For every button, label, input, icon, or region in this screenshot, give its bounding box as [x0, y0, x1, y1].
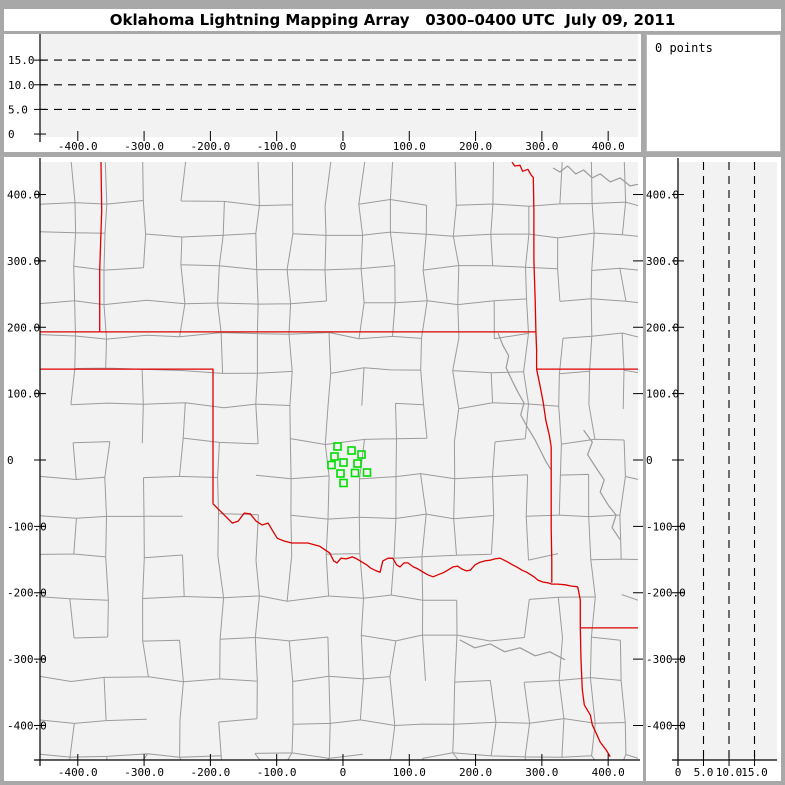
- tick-label: -100.0: [257, 766, 297, 779]
- tick-label: 0: [8, 128, 15, 141]
- tick-label: 0: [646, 454, 653, 467]
- lma-station-marker: [350, 468, 360, 478]
- tick-label: -200.0: [191, 766, 231, 779]
- tick-label: 200.0: [7, 321, 40, 334]
- county-lines: [40, 162, 638, 760]
- tick-label: -400.0: [646, 719, 686, 732]
- tick-label: -400.0: [7, 719, 47, 732]
- tick-label: -400.0: [58, 766, 98, 779]
- lma-station-marker: [327, 460, 336, 470]
- tick-label: 400.0: [592, 766, 625, 779]
- axes: 15.010.05.00-400.0 -300.0 -200.0 -100.0 0 100…: [7, 34, 777, 779]
- tick-label: -200.0: [646, 587, 686, 600]
- tick-label: 300.0: [525, 766, 558, 779]
- lma-station-marker: [347, 446, 356, 455]
- lma-station-marker: [357, 450, 366, 459]
- tick-label: 10.0: [716, 766, 743, 779]
- lma-station-marker: [339, 478, 348, 488]
- map-plot-area[interactable]: [40, 162, 638, 760]
- tick-label: 400.0: [7, 189, 40, 202]
- tick-label: 300.0: [525, 140, 558, 153]
- lma-station-marker: [330, 452, 339, 461]
- tick-label: -300.0: [646, 653, 686, 666]
- tick-label: 15.0: [741, 766, 768, 779]
- tick-label: 0: [340, 766, 347, 779]
- tick-label: 200.0: [646, 321, 679, 334]
- tick-label: -300.0: [124, 140, 164, 153]
- tick-label: 0: [7, 454, 14, 467]
- tick-label: 200.0: [459, 766, 492, 779]
- lma-station-marker: [353, 459, 362, 468]
- tick-label: 100.0: [646, 388, 679, 401]
- tick-label: -200.0: [7, 587, 47, 600]
- lma-station-marker: [362, 468, 372, 477]
- altitude-ew-plot-area[interactable]: [40, 34, 638, 137]
- points-count-box: 0 points: [646, 34, 781, 152]
- altitude-gridlines: [40, 59, 756, 760]
- altitude-ns-plot-area[interactable]: [678, 162, 777, 760]
- state-borders: [40, 162, 638, 758]
- tick-label: 0: [675, 766, 682, 779]
- tick-label: 200.0: [459, 140, 492, 153]
- tick-label: 300.0: [7, 255, 40, 268]
- tick-label: -100.0: [646, 520, 686, 533]
- tick-label: 10.0: [8, 79, 35, 92]
- window-title: Oklahoma Lightning Mapping Array 0300–04…: [109, 11, 676, 29]
- title-bar: Oklahoma Lightning Mapping Array 0300–04…: [4, 9, 781, 31]
- points-count-label: 0 points: [655, 41, 713, 55]
- tick-label: 400.0: [592, 140, 625, 153]
- lma-station-markers: [327, 442, 372, 488]
- tick-label: -100.0: [7, 520, 47, 533]
- tick-label: 100.0: [7, 388, 40, 401]
- lma-station-marker: [333, 442, 342, 451]
- river-lines: [459, 165, 638, 661]
- tick-label: 300.0: [646, 255, 679, 268]
- tick-label: -300.0: [124, 766, 164, 779]
- tick-label: 5.0: [694, 766, 714, 779]
- tick-label: 5.0: [8, 103, 28, 116]
- panel-backgrounds: [4, 34, 781, 781]
- tick-label: 100.0: [393, 766, 426, 779]
- tick-label: 0: [340, 140, 347, 153]
- tick-label: -300.0: [7, 653, 47, 666]
- tick-label: -200.0: [191, 140, 231, 153]
- tick-label: -100.0: [257, 140, 297, 153]
- tick-label: 400.0: [646, 189, 679, 202]
- lma-station-marker: [339, 458, 348, 467]
- tick-label: 15.0: [8, 54, 35, 67]
- tick-label: -400.0: [58, 140, 98, 153]
- lma-station-marker: [336, 469, 345, 478]
- tick-label: 100.0: [393, 140, 426, 153]
